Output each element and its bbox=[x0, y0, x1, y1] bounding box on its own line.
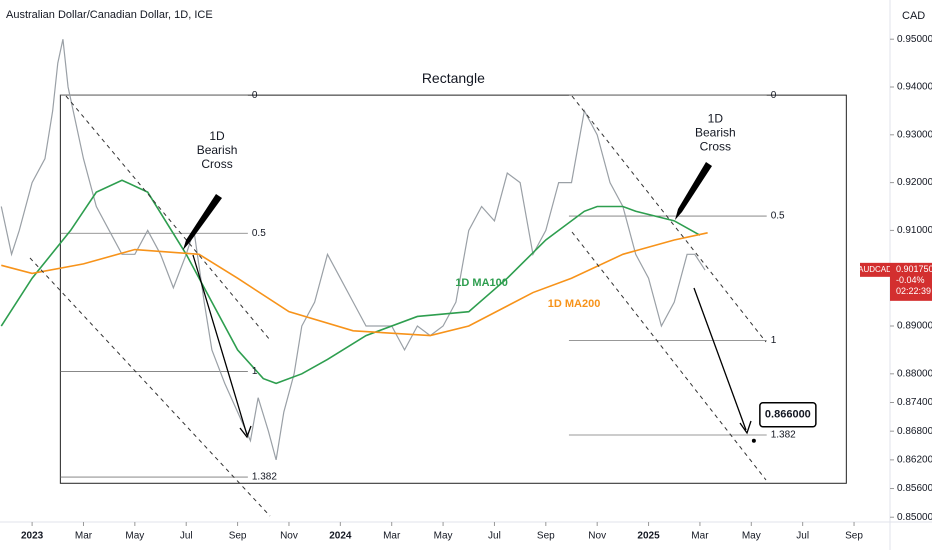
channel-line bbox=[65, 95, 271, 341]
annotation: 1D MA200 bbox=[548, 298, 601, 310]
x-tick-label: Jul bbox=[488, 531, 501, 542]
fib-label: 1.382 bbox=[771, 430, 796, 441]
x-tick-label: Sep bbox=[537, 531, 555, 542]
plot bbox=[0, 38, 894, 526]
series-line bbox=[0, 39, 706, 461]
symbol-label: AUDCAD bbox=[858, 265, 892, 274]
x-tick-label: Mar bbox=[75, 531, 93, 542]
x-tick-label: Mar bbox=[691, 531, 709, 542]
arrow-head bbox=[239, 425, 252, 439]
x-tick-label: Nov bbox=[588, 531, 606, 542]
change-label: -0.04% bbox=[896, 275, 925, 285]
fib-label: 0 bbox=[771, 90, 777, 101]
x-tick-label: Sep bbox=[229, 531, 247, 542]
fib-label: 0.5 bbox=[771, 211, 785, 222]
x-tick-label: May bbox=[434, 531, 453, 542]
thick-arrow bbox=[183, 194, 222, 250]
x-tick-label: 2023 bbox=[21, 531, 44, 542]
chart-title: Australian Dollar/Canadian Dollar, 1D, I… bbox=[6, 9, 213, 21]
price-label: 0.901750 bbox=[896, 264, 932, 274]
series-line bbox=[0, 179, 701, 385]
annotation: 1D Bearish Cross bbox=[695, 112, 736, 154]
x-tick-label: Mar bbox=[383, 531, 401, 542]
rectangle-label: Rectangle bbox=[422, 70, 485, 86]
series-line bbox=[1, 232, 708, 337]
fib-label: 1 bbox=[771, 335, 777, 346]
target-box bbox=[759, 401, 817, 428]
channels bbox=[29, 95, 767, 517]
currency: CAD bbox=[902, 10, 925, 22]
annotation: 1D MA100 bbox=[455, 277, 508, 289]
y-tick-label: 0.850000 bbox=[897, 512, 932, 523]
x-tick-label: Nov bbox=[280, 531, 298, 542]
x-tick-label: Jul bbox=[796, 531, 809, 542]
target-label: 0.866000 bbox=[765, 409, 811, 421]
arrow-line bbox=[693, 287, 747, 431]
fib-label: 1 bbox=[252, 366, 258, 377]
countdown-label: 02:22:39 bbox=[896, 286, 931, 296]
thick-arrow bbox=[675, 162, 712, 220]
fib-label: 0 bbox=[252, 90, 258, 101]
target-point bbox=[751, 438, 756, 443]
x-tick-label: May bbox=[125, 531, 144, 542]
annotation: 1D Bearish Cross bbox=[197, 129, 238, 171]
x-tick-label: Sep bbox=[845, 531, 863, 542]
arrow-head bbox=[739, 420, 752, 435]
symbol-tag bbox=[860, 262, 890, 277]
x-tick-label: 2024 bbox=[329, 531, 352, 542]
channel-line bbox=[29, 257, 271, 517]
price-tag bbox=[890, 262, 932, 301]
fib-label: 0.5 bbox=[252, 228, 266, 239]
rectangle bbox=[59, 94, 847, 484]
x-tick-label: May bbox=[742, 531, 761, 542]
arrow-line bbox=[192, 254, 248, 436]
arrows bbox=[192, 254, 752, 439]
cross-arrows bbox=[183, 162, 712, 250]
x-tick-label: Jul bbox=[180, 531, 193, 542]
fib-label: 1.382 bbox=[252, 472, 277, 483]
x-tick-label: 2025 bbox=[637, 531, 660, 542]
